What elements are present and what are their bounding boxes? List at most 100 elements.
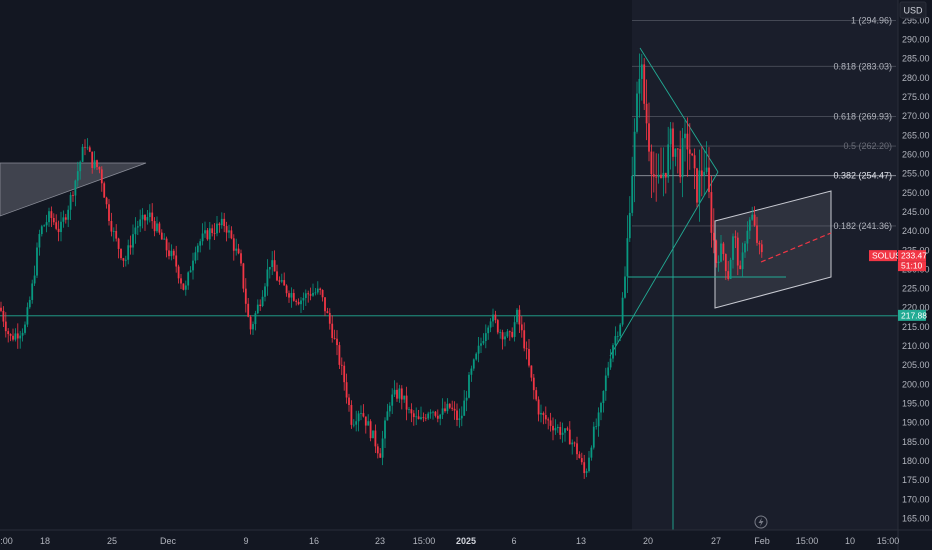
triangle-lower-trendline[interactable] <box>609 171 719 357</box>
candle-body <box>9 334 12 336</box>
candle-body <box>362 413 365 417</box>
candle-body <box>302 297 305 301</box>
candle-body <box>588 457 590 472</box>
price-tick-label: 180.00 <box>902 456 930 466</box>
candle-body <box>136 226 139 228</box>
candle-body <box>319 288 322 290</box>
candle-body <box>669 128 672 145</box>
price-tick-label: 280.00 <box>902 73 930 83</box>
candle-body <box>535 390 538 400</box>
candle-body <box>124 259 127 261</box>
candle-body <box>91 151 94 168</box>
lightning-icon[interactable] <box>754 515 768 529</box>
candle-body <box>667 144 670 178</box>
candle-body <box>410 409 413 414</box>
candle-body <box>698 170 701 203</box>
candle-body <box>712 232 715 241</box>
candle-body <box>182 283 185 290</box>
candle-body <box>592 426 595 448</box>
candle-body <box>328 313 331 324</box>
candle-body <box>148 212 151 218</box>
left-triangle-pattern[interactable] <box>0 162 147 217</box>
candle-body <box>69 194 72 210</box>
candle-body <box>348 397 350 406</box>
candle-body <box>187 272 190 286</box>
candle-body <box>736 237 739 266</box>
candle-body <box>734 236 737 238</box>
candle-body <box>127 245 130 260</box>
candle-body <box>168 250 170 257</box>
candle-body <box>525 348 528 350</box>
candle-body <box>571 442 574 445</box>
candle-body <box>14 333 17 340</box>
price-tick-label: 170.00 <box>902 494 930 504</box>
candle-body <box>314 292 317 294</box>
candle-body <box>266 269 269 287</box>
candle-body <box>338 345 341 365</box>
candle-body <box>621 297 624 325</box>
candle-body <box>280 280 283 282</box>
currency-button[interactable]: USD <box>899 1 927 19</box>
highlighted-date-range <box>632 0 898 530</box>
candle-body <box>727 271 730 279</box>
candle-body <box>640 64 643 79</box>
candle-body <box>216 223 218 234</box>
candle-body <box>252 324 254 330</box>
candle-body <box>559 426 562 435</box>
candle-body <box>602 390 605 404</box>
candle-body <box>751 214 754 220</box>
ascending-channel[interactable] <box>714 190 832 309</box>
candle-body <box>86 147 89 149</box>
candle-body <box>595 426 598 428</box>
candle-body <box>50 211 53 218</box>
price-tick-label: 265.00 <box>902 130 930 140</box>
candle-body <box>141 214 144 220</box>
candle-body <box>578 454 581 459</box>
candle-body <box>405 395 408 410</box>
candle-body <box>271 260 274 267</box>
time-tick-label: Feb <box>754 536 770 546</box>
price-tag <box>898 309 926 321</box>
candle-body <box>532 377 535 391</box>
candle-body <box>160 232 163 240</box>
price-tag-label: 233.47 <box>901 251 927 261</box>
candle-body <box>391 394 394 406</box>
time-tick-label: 20 <box>643 536 653 546</box>
candle-body <box>321 289 324 298</box>
candle-body <box>256 304 259 314</box>
candlestick-series <box>0 53 763 479</box>
candle-body <box>369 421 372 439</box>
candle-body <box>300 300 302 305</box>
candle-body <box>739 265 742 270</box>
candle-body <box>748 219 751 231</box>
candle-body <box>276 271 278 281</box>
candle-body <box>170 250 173 257</box>
candle-body <box>549 420 552 426</box>
candle-body <box>12 335 14 340</box>
candle-body <box>616 335 619 337</box>
candle-body <box>180 278 182 284</box>
time-axis[interactable]: 5:00 18 25 Dec 9 16 23 15:00 2025 6 13 20 27 Feb 15:00… <box>0 536 899 546</box>
projection-dashed-line[interactable] <box>760 232 832 263</box>
triangle-upper-trendline[interactable] <box>639 47 719 173</box>
candle-body <box>98 167 101 170</box>
candle-body <box>64 217 67 220</box>
candle-body <box>374 430 377 447</box>
candle-body <box>16 333 19 339</box>
candle-body <box>283 280 286 286</box>
candle-body <box>21 332 24 336</box>
price-tick-label: 220.00 <box>902 303 930 313</box>
candle-body <box>110 221 113 232</box>
candle-body <box>26 307 29 325</box>
candle-body <box>367 421 370 426</box>
candle-body <box>350 405 353 425</box>
candle-body <box>115 230 118 239</box>
fibonacci-retracement[interactable]: 1 (294.96) 0.818 (283.03) 0.618 (269.93) 0.… <box>632 16 896 231</box>
candle-body <box>132 234 134 248</box>
candle-body <box>304 293 307 298</box>
candle-body <box>52 217 55 223</box>
candle-body <box>72 194 74 196</box>
time-tick-label: 16 <box>309 536 319 546</box>
